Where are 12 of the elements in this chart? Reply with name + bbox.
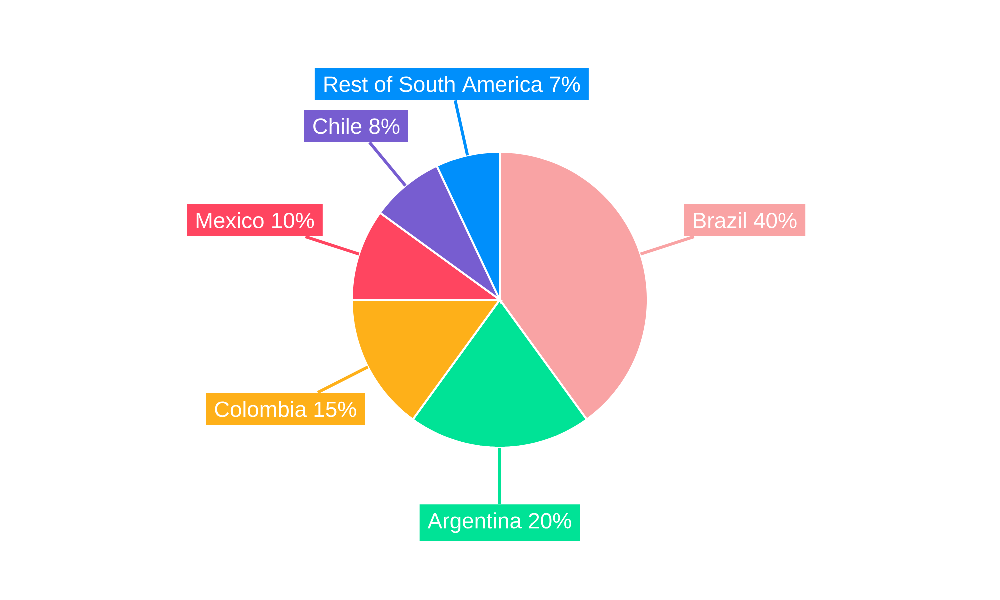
slice-label: Brazil bbox=[694, 212, 746, 228]
slice-label: Chile bbox=[314, 118, 362, 134]
slice-label: Colombia bbox=[215, 401, 308, 418]
slice-label: Mexico bbox=[196, 212, 264, 228]
data-label: 7% bbox=[550, 76, 580, 92]
data-label: 10% bbox=[272, 212, 314, 228]
data-label: 8% bbox=[370, 118, 400, 134]
slice-label: Argentina bbox=[428, 512, 522, 534]
data-label: 15% bbox=[314, 402, 356, 418]
slice-label: Rest of South America bbox=[324, 76, 544, 92]
data-label: 40% bbox=[754, 212, 797, 228]
data-label: 20% bbox=[529, 513, 572, 529]
